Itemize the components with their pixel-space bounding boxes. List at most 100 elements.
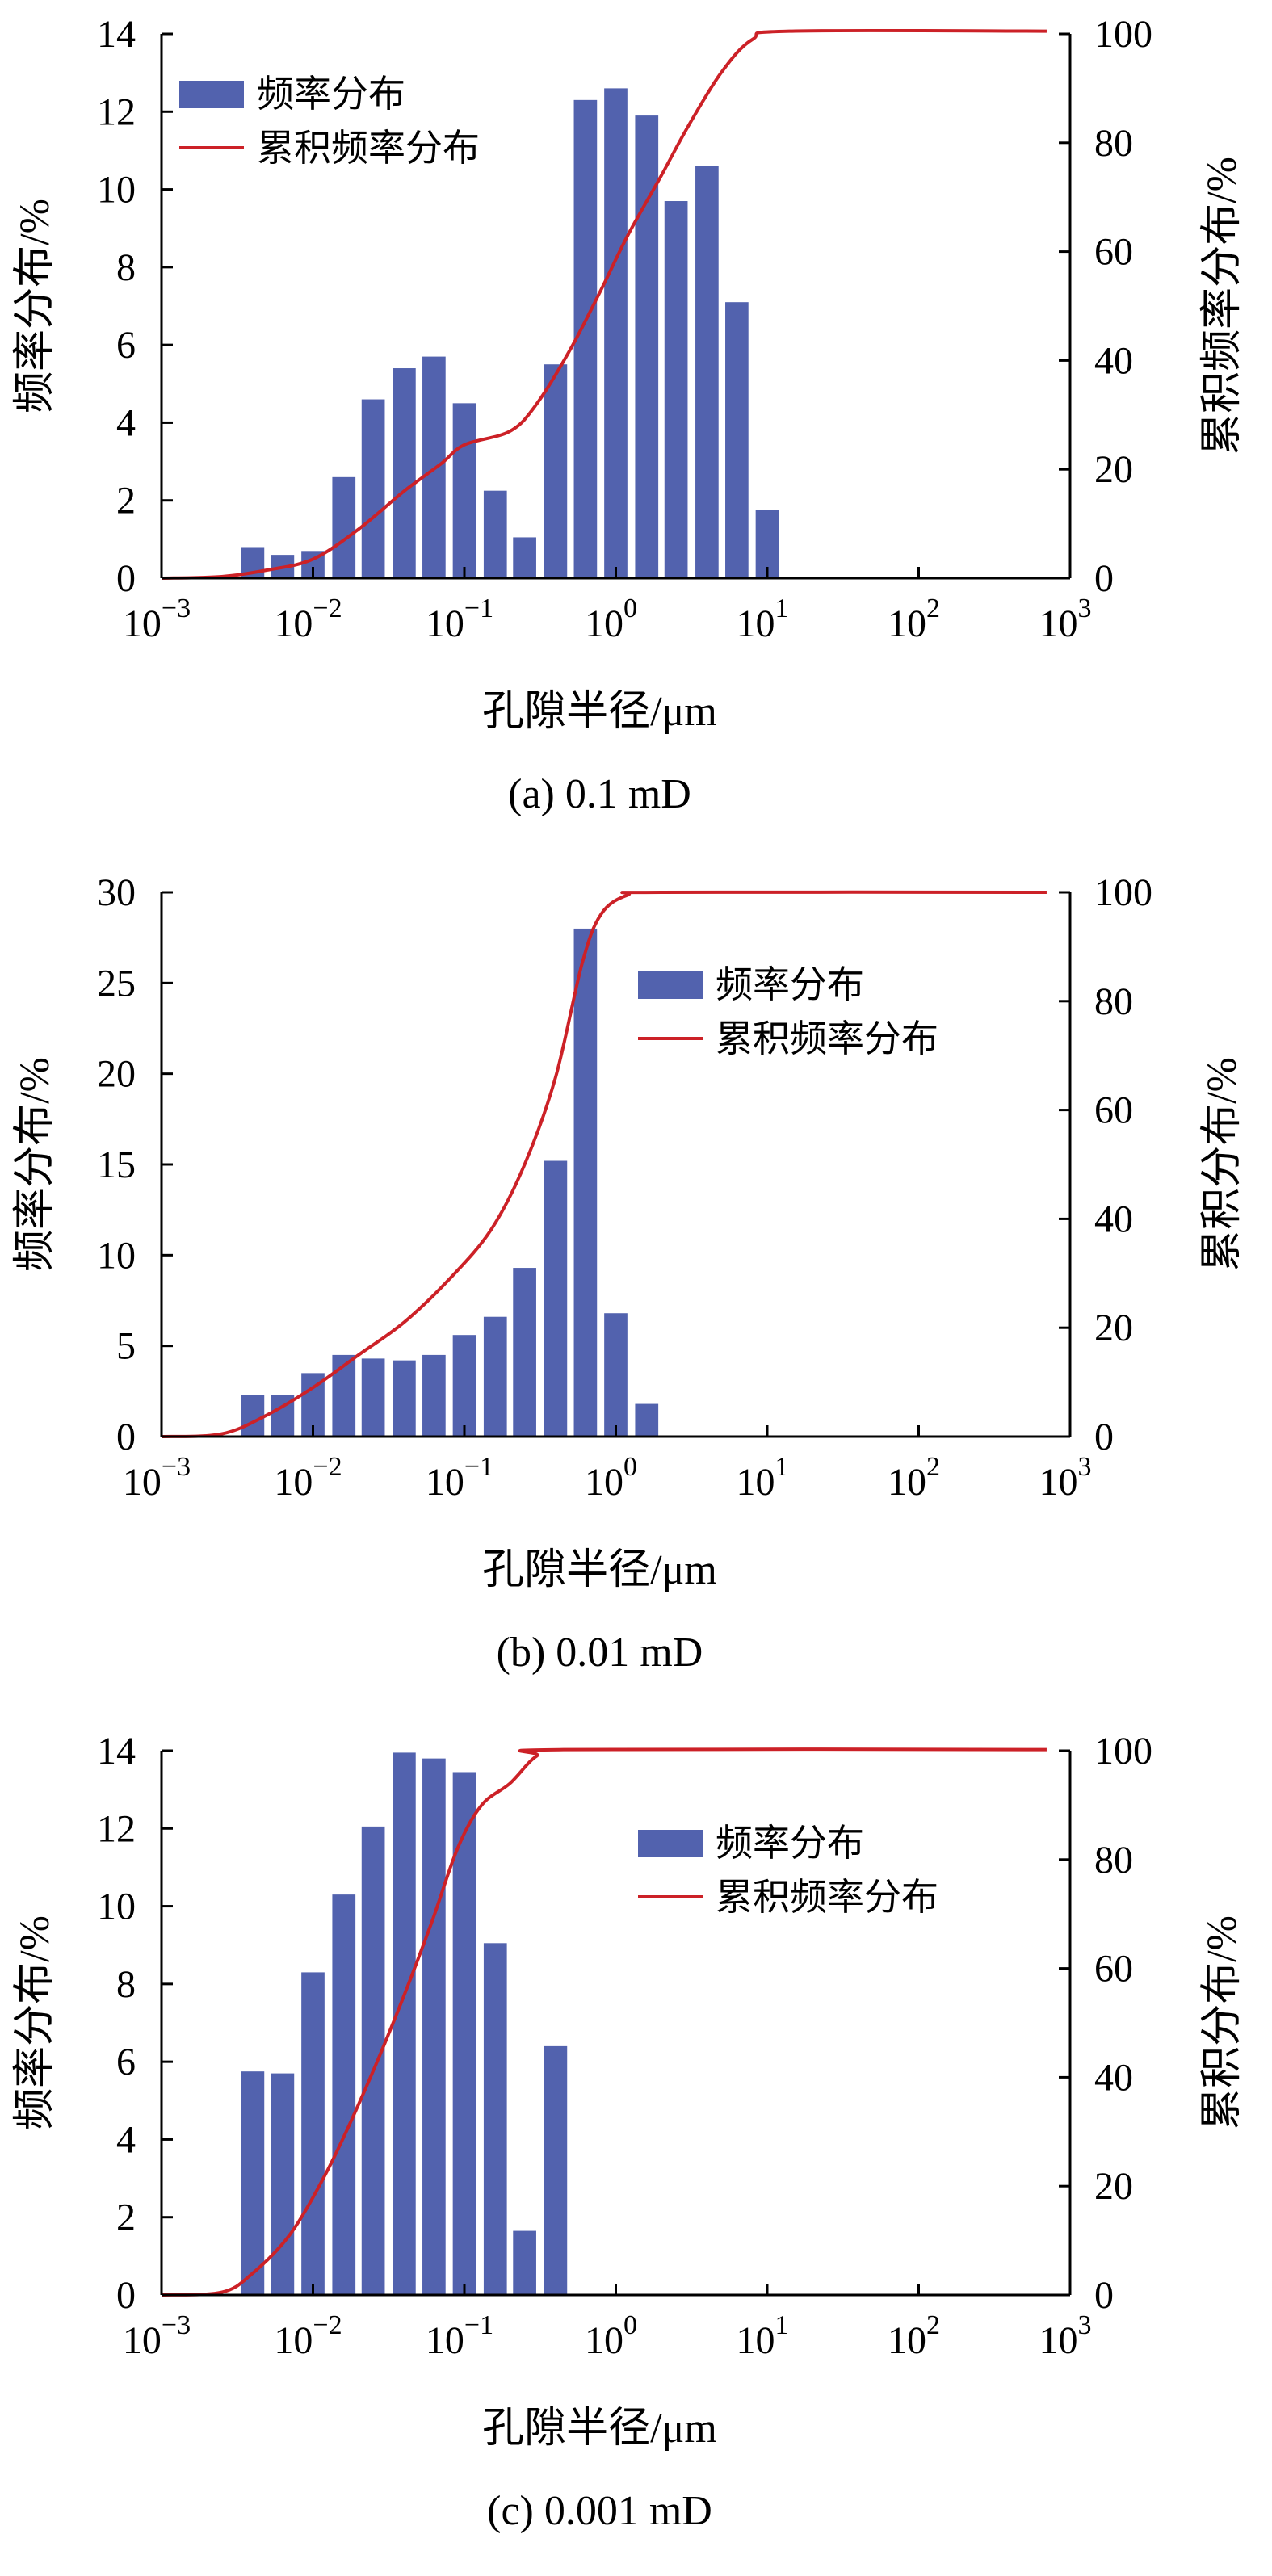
x-tick-label: 100 <box>585 1452 637 1504</box>
frequency-bars <box>241 1752 568 2295</box>
frequency-bar <box>695 166 719 578</box>
figure-caption: (a) 0.1 mD <box>508 771 691 817</box>
frequency-bar <box>452 1772 476 2295</box>
y-tick-label-left: 12 <box>97 90 136 133</box>
frequency-bar <box>513 1268 536 1437</box>
x-tick-label: 10−3 <box>123 2310 191 2362</box>
frequency-bar <box>393 368 416 578</box>
y-tick-label-left: 10 <box>97 1886 136 1928</box>
y-axis-title-right: 累积分布/% <box>1199 1915 1245 2130</box>
y-tick-label-right: 60 <box>1094 231 1133 274</box>
frequency-bar <box>361 1358 385 1437</box>
y-tick-label-left: 10 <box>97 169 136 212</box>
frequency-bar <box>332 1354 356 1437</box>
x-tick-label: 10−3 <box>123 1452 191 1504</box>
y-axis-title-right: 累积频率分布/% <box>1199 157 1245 455</box>
frequency-bar <box>604 88 628 578</box>
y-tick-label-right: 60 <box>1094 1948 1133 1991</box>
frequency-bar <box>271 2073 295 2295</box>
x-tick-label: 10−1 <box>426 594 493 645</box>
x-tick-label: 10−1 <box>426 2310 493 2362</box>
y-axis-title-left: 频率分布/% <box>12 1915 58 2130</box>
x-tick-label: 10−1 <box>426 1452 493 1504</box>
cumulative-line <box>161 890 1047 1438</box>
chart-svg: 10−3 10−2 10−1 100 101 102 1030510152025300204… <box>12 871 1245 1676</box>
y-tick-label-left: 14 <box>97 1730 136 1773</box>
legend-line-label: 累积频率分布 <box>716 1877 938 1918</box>
y-tick-label-right: 100 <box>1094 13 1152 56</box>
frequency-bar <box>725 302 749 578</box>
x-tick-label: 102 <box>888 1452 940 1504</box>
chart-panel-c: 10−3 10−2 10−1 100 101 102 103 0 2 4 6 8 10 12 14 0 20 40… <box>0 1717 1272 2576</box>
frequency-bars <box>241 928 659 1437</box>
y-tick-label-right: 80 <box>1094 122 1133 165</box>
y-tick-label-left: 4 <box>116 2118 136 2161</box>
y-tick-label-left: 6 <box>116 2041 136 2083</box>
x-axis-title: 孔隙半径/μm <box>482 689 717 735</box>
frequency-bar <box>483 490 507 578</box>
frequency-bar <box>544 1160 568 1437</box>
y-tick-label-right: 80 <box>1094 980 1133 1023</box>
frequency-bar <box>361 399 385 578</box>
frequency-bar <box>241 2071 265 2295</box>
cumulative-line <box>161 28 1047 580</box>
frequency-bar <box>332 476 356 578</box>
frequency-bar <box>544 2045 568 2295</box>
x-tick-label: 100 <box>585 594 637 645</box>
frequency-bar <box>635 115 659 579</box>
y-tick-label-right: 40 <box>1094 2056 1133 2099</box>
x-tick-label: 10−2 <box>274 2310 342 2362</box>
frequency-bar <box>241 1395 265 1437</box>
x-tick-label: 10−2 <box>274 594 342 645</box>
frequency-bar <box>635 1403 659 1437</box>
legend-bar-swatch <box>638 971 703 999</box>
x-tick-label: 101 <box>737 2310 789 2362</box>
frequency-bar <box>544 364 568 578</box>
frequency-bar <box>422 1354 446 1437</box>
y-tick-label-right: 100 <box>1094 1730 1152 1773</box>
legend-bar-label: 频率分布 <box>716 1823 864 1864</box>
y-tick-label-left: 4 <box>116 401 136 444</box>
y-tick-label-left: 2 <box>116 2196 136 2239</box>
frequency-bar <box>332 1894 356 2295</box>
y-tick-label-left: 25 <box>97 962 136 1005</box>
x-tick-label: 103 <box>1039 1452 1092 1504</box>
y-tick-label-left: 20 <box>97 1053 136 1096</box>
chart-panel-b: 10−3 10−2 10−1 100 101 102 103 0 5 10 15 20 25 30 0 20 4… <box>0 858 1272 1717</box>
frequency-bar <box>664 201 688 578</box>
y-tick-label-left: 14 <box>97 13 136 56</box>
frequency-bar <box>755 510 779 578</box>
y-tick-label-left: 12 <box>97 1807 136 1850</box>
figure-caption: (b) 0.01 mD <box>497 1630 703 1676</box>
y-tick-label-left: 8 <box>116 1963 136 2006</box>
y-tick-label-left: 2 <box>116 480 136 522</box>
y-tick-label-left: 0 <box>116 1416 136 1458</box>
y-tick-label-right: 20 <box>1094 2165 1133 2208</box>
y-tick-label-left: 0 <box>116 557 136 600</box>
frequency-bar <box>483 1943 507 2295</box>
y-tick-label-right: 40 <box>1094 1198 1133 1240</box>
y-tick-label-left: 0 <box>116 2274 136 2317</box>
y-tick-label-right: 20 <box>1094 448 1133 491</box>
frequency-bar <box>301 1972 325 2295</box>
frequency-bars <box>241 88 779 579</box>
y-tick-label-right: 40 <box>1094 339 1133 382</box>
y-tick-label-left: 5 <box>116 1325 136 1368</box>
y-tick-label-left: 10 <box>97 1234 136 1277</box>
frequency-bar <box>452 403 476 578</box>
frequency-bar <box>513 537 536 578</box>
x-tick-label: 103 <box>1039 594 1092 645</box>
legend-line-label: 累积频率分布 <box>257 128 480 169</box>
y-axis-title-right: 累积分布/% <box>1199 1057 1245 1272</box>
frequency-bar <box>361 1826 385 2295</box>
frequency-bar <box>513 2230 536 2295</box>
y-tick-label-left: 30 <box>97 871 136 914</box>
legend-bar-swatch <box>638 1830 703 1857</box>
y-tick-label-right: 20 <box>1094 1307 1133 1349</box>
y-axis-title-left: 频率分布/% <box>12 199 58 413</box>
frequency-bar <box>422 1758 446 2295</box>
figure-caption: (c) 0.001 mD <box>487 2488 712 2534</box>
